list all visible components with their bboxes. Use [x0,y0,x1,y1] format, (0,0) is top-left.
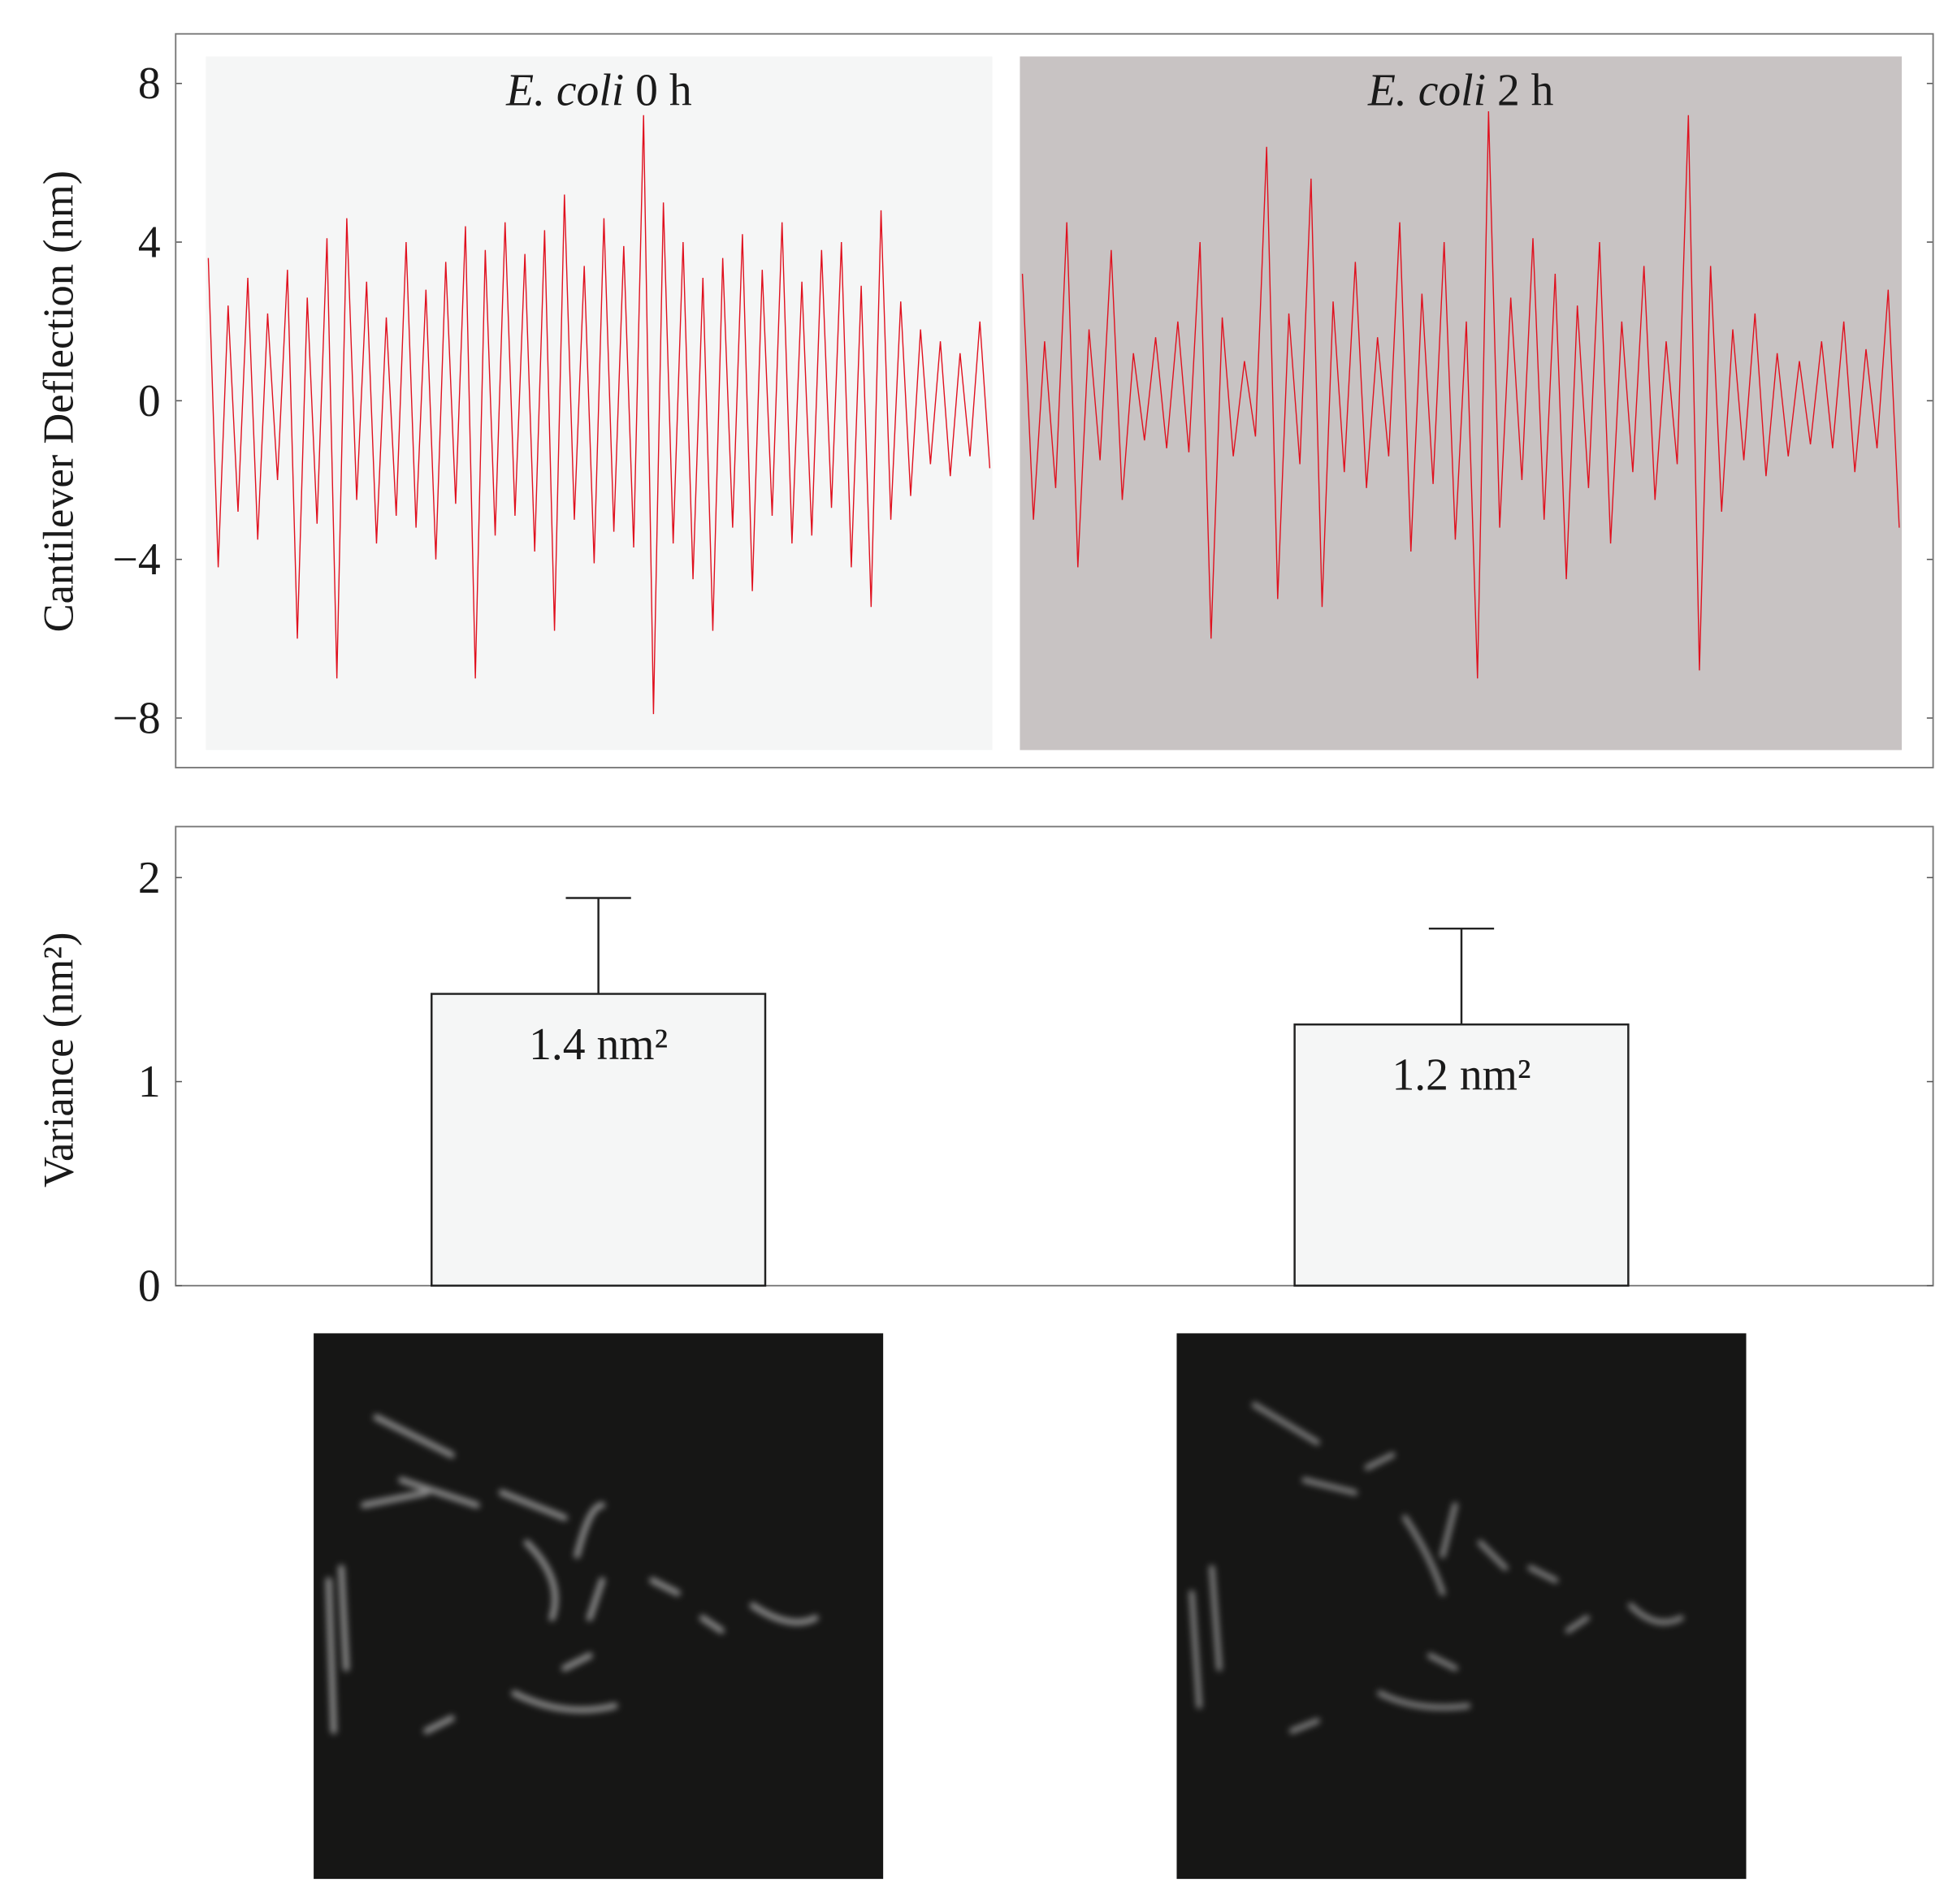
y-tick-label: −8 [113,694,161,744]
panel-label-species: E. coli [1367,66,1486,116]
panel-label-time: 0 h [635,66,692,116]
value-label: 1.4 nm² [529,1019,668,1070]
micrograph-left [314,1333,884,1880]
micrograph-right [1176,1333,1747,1880]
y-tick-label: 1 [138,1057,161,1107]
plot-frame [175,32,1934,768]
y-tick-label: 2 [138,853,161,903]
value-label: 1.2 nm² [1392,1050,1531,1101]
y-axis-label: Cantilever Deflection (nm) [36,171,83,633]
panel-label: E. coli 0 h [505,66,692,116]
y-tick-label: 0 [138,376,161,426]
panel-background [1020,56,1902,751]
panel-label-time: 2 h [1497,66,1554,116]
y-axis-label: Variance (nm²) [36,933,83,1188]
deflection-trace [207,115,991,715]
bar [431,993,767,1287]
panel-label: E. coli 2 h [1367,66,1554,116]
y-tick-label: −4 [113,534,161,585]
y-tick-label: 8 [138,58,161,109]
y-tick-label: 0 [138,1261,161,1311]
y-tick-label: 4 [138,218,161,268]
panel-label-species: E. coli [505,66,624,116]
deflection-trace [1021,110,1900,679]
bar [1293,1023,1630,1287]
plot-frame [175,825,1934,1287]
